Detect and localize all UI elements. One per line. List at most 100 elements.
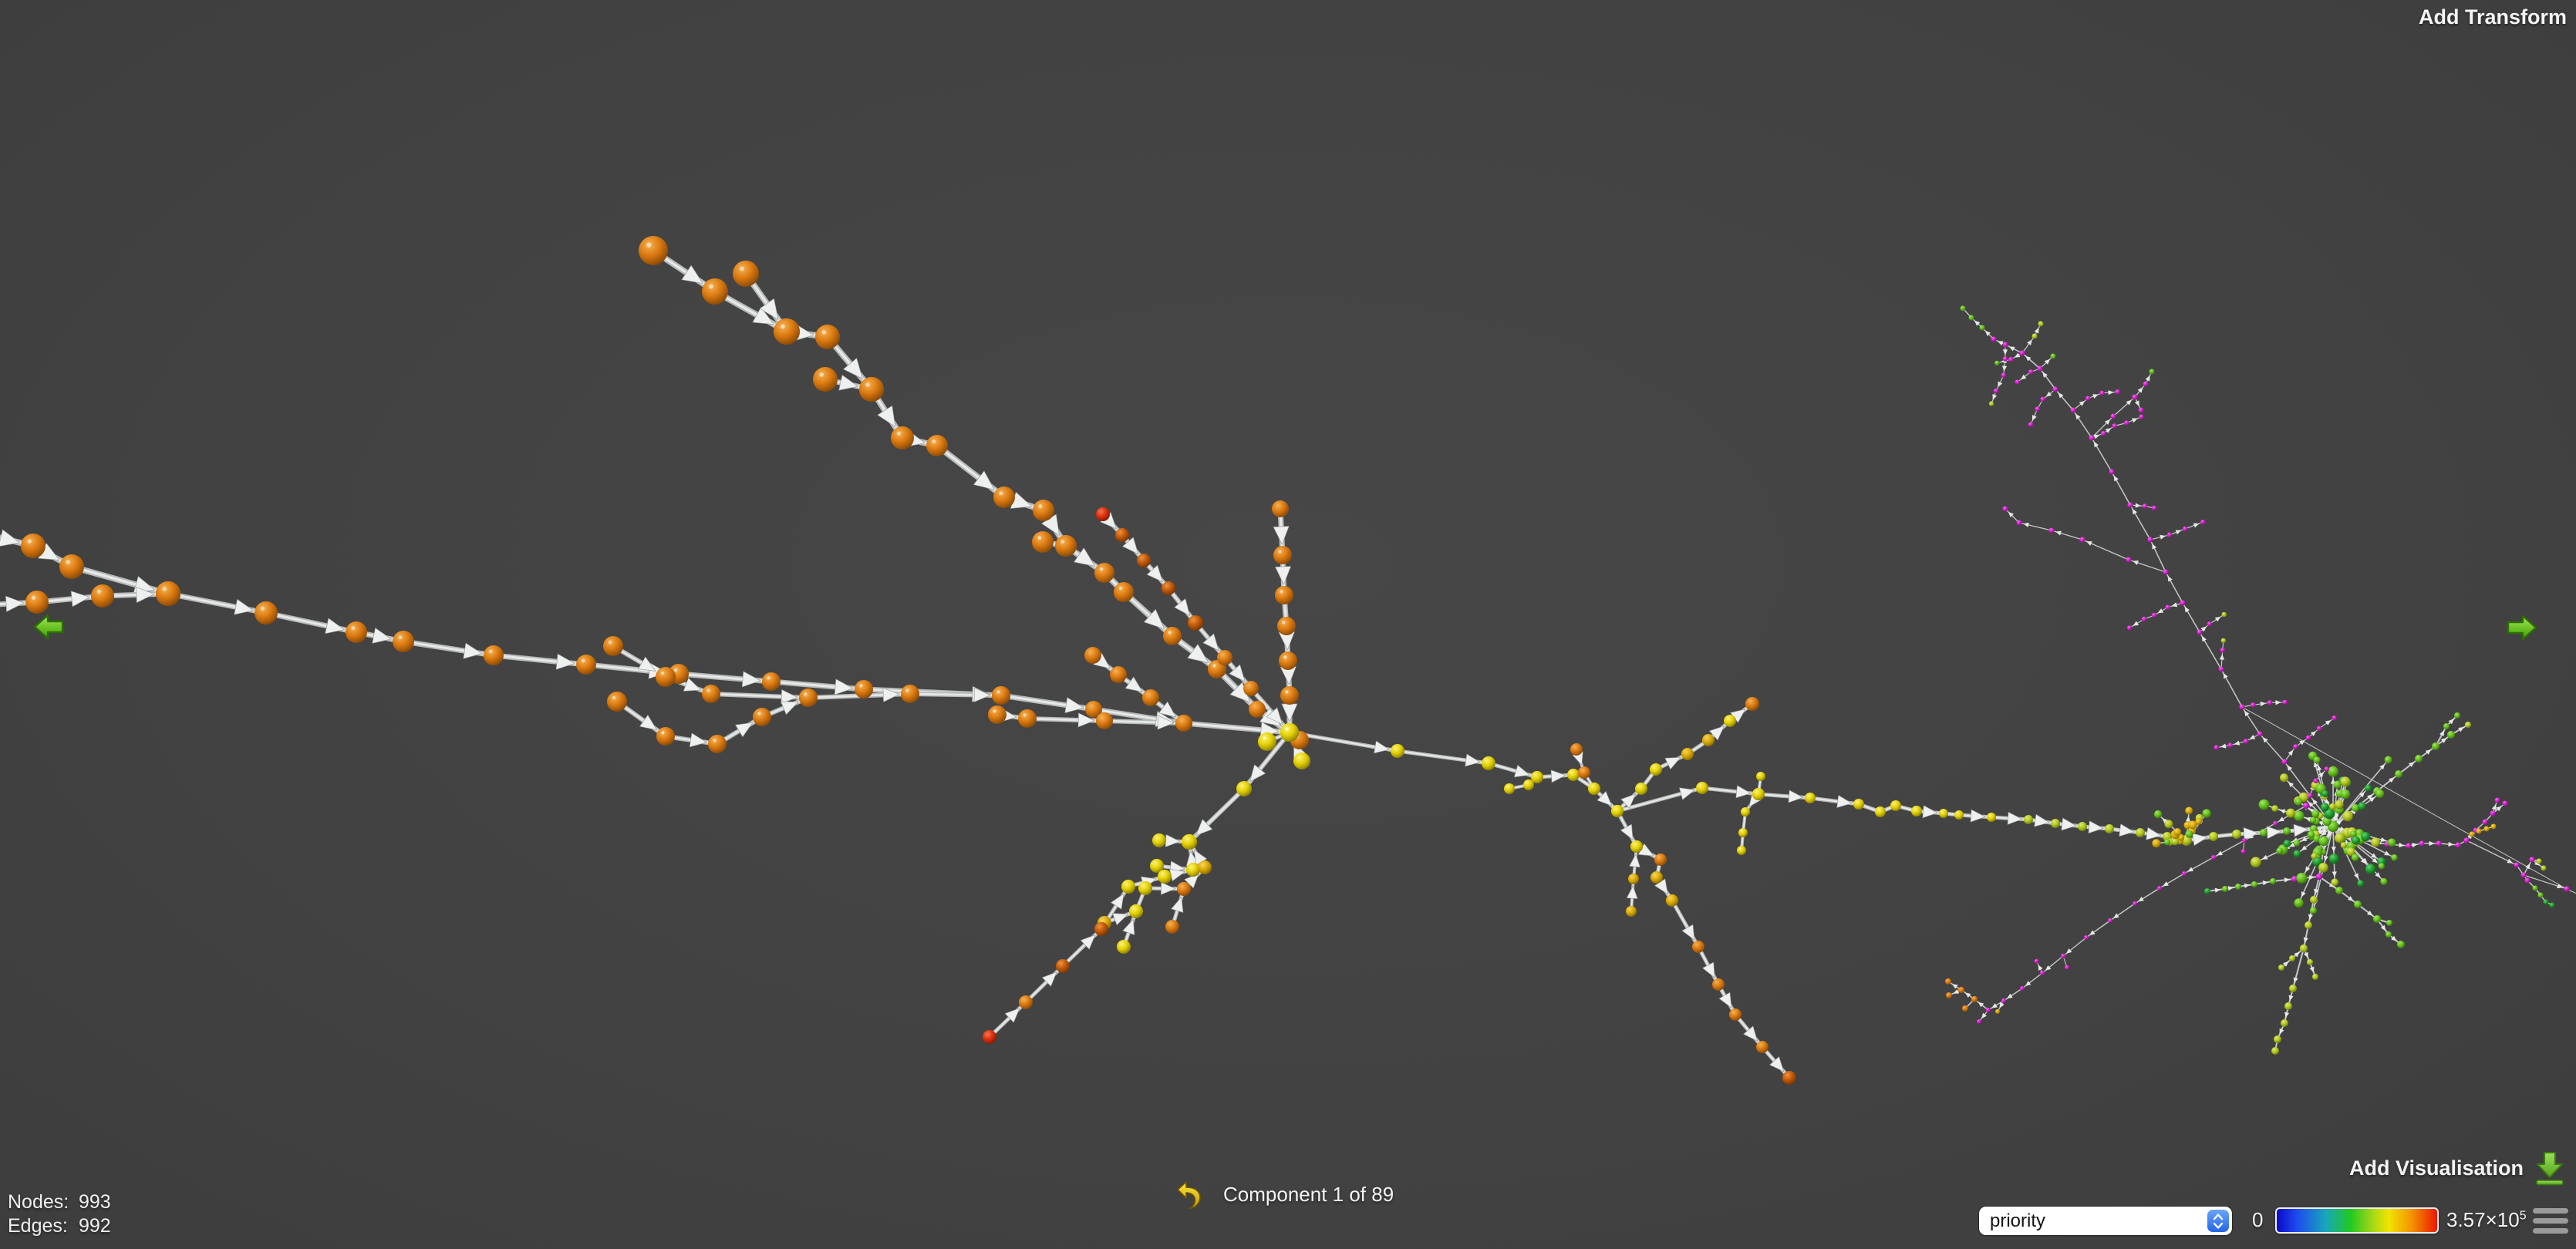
graph-node[interactable] [603, 636, 623, 656]
graph-node[interactable] [2274, 1035, 2281, 1043]
graph-node[interactable] [2085, 396, 2091, 401]
graph-node[interactable] [2283, 840, 2291, 847]
graph-node[interactable] [2307, 793, 2313, 799]
graph-node[interactable] [2541, 865, 2547, 871]
graph-node[interactable] [576, 655, 596, 675]
graph-node[interactable] [2387, 838, 2396, 847]
graph-node[interactable] [2001, 372, 2007, 378]
graph-node[interactable] [1986, 1008, 1991, 1012]
graph-node[interactable] [2132, 394, 2138, 400]
graph-node[interactable] [1991, 336, 1997, 342]
graph-node[interactable] [1977, 1019, 1981, 1024]
graph-node[interactable] [1182, 834, 1197, 850]
graph-node[interactable] [2218, 666, 2224, 672]
graph-node[interactable] [2385, 931, 2392, 938]
graph-node[interactable] [702, 278, 728, 305]
graph-node[interactable] [2031, 333, 2038, 339]
graph-node[interactable] [346, 621, 367, 643]
graph-node[interactable] [2002, 342, 2008, 348]
graph-node[interactable] [1138, 881, 1152, 895]
graph-node[interactable] [2002, 356, 2008, 362]
graph-node[interactable] [2136, 828, 2145, 837]
graph-node[interactable] [2357, 880, 2365, 887]
graph-node[interactable] [2520, 872, 2527, 878]
graph-node[interactable] [2243, 739, 2249, 744]
graph-node[interactable] [2352, 804, 2359, 812]
graph-node[interactable] [2490, 823, 2497, 830]
graph-node[interactable] [1729, 1008, 1741, 1021]
graph-node[interactable] [2040, 396, 2045, 402]
graph-node[interactable] [2271, 1047, 2279, 1055]
graph-node[interactable] [2318, 836, 2329, 847]
graph-node[interactable] [2267, 700, 2273, 705]
graph-node[interactable] [2311, 853, 2318, 860]
graph-node[interactable] [1626, 906, 1637, 917]
graph-node[interactable] [1650, 763, 1662, 776]
graph-node[interactable] [1165, 920, 1179, 934]
graph-node[interactable] [2171, 837, 2180, 846]
graph-node[interactable] [2220, 648, 2225, 653]
graph-node[interactable] [859, 377, 884, 402]
graph-node[interactable] [2141, 616, 2147, 622]
graph-node[interactable] [2278, 965, 2284, 971]
graph-node[interactable] [1954, 810, 1964, 820]
graph-node[interactable] [2037, 365, 2043, 372]
graph-node[interactable] [1137, 554, 1151, 567]
graph-node[interactable] [1724, 715, 1736, 727]
graph-node[interactable] [1911, 806, 1922, 816]
graph-node[interactable] [1628, 874, 1639, 884]
graph-node[interactable] [1523, 779, 1534, 790]
graph-node[interactable] [2227, 742, 2233, 748]
graph-node[interactable] [2065, 965, 2070, 970]
graph-node[interactable] [2391, 854, 2398, 861]
graph-node[interactable] [1696, 782, 1708, 794]
graph-node[interactable] [25, 591, 49, 614]
graph-node[interactable] [2365, 864, 2376, 874]
graph-node[interactable] [2300, 944, 2308, 952]
graph-node[interactable] [1280, 686, 1299, 705]
graph-node[interactable] [1482, 756, 1495, 770]
graph-node[interactable] [988, 705, 1006, 724]
graph-node[interactable] [2415, 755, 2423, 763]
graph-node[interactable] [2342, 810, 2353, 822]
graph-node[interactable] [1712, 978, 1725, 991]
graph-node[interactable] [1504, 783, 1515, 794]
graph-node[interactable] [1987, 813, 1996, 822]
previous-component-arrow-icon[interactable] [32, 613, 65, 641]
graph-node[interactable] [1249, 701, 1266, 718]
graph-node[interactable] [2307, 830, 2315, 839]
graph-node[interactable] [1958, 987, 1964, 993]
graph-node[interactable] [2241, 849, 2246, 854]
graph-node[interactable] [2142, 503, 2148, 509]
graph-node[interactable] [1033, 500, 1054, 521]
graph-node[interactable] [2397, 941, 2405, 948]
graph-node[interactable] [2476, 828, 2482, 834]
graph-node[interactable] [2151, 612, 2157, 618]
graph-node[interactable] [1217, 650, 1232, 665]
graph-node[interactable] [2524, 877, 2530, 884]
graph-node[interactable] [1142, 689, 1159, 706]
graph-node[interactable] [1117, 940, 1131, 954]
graph-node[interactable] [1114, 582, 1134, 602]
graph-node[interactable] [2482, 819, 2488, 825]
attribute-select[interactable]: priority [1979, 1207, 2232, 1235]
graph-node[interactable] [2384, 756, 2392, 764]
graph-node[interactable] [2329, 803, 2336, 810]
graph-node[interactable] [1979, 325, 1985, 331]
graph-node[interactable] [2514, 862, 2520, 868]
graph-node[interactable] [1890, 800, 1901, 811]
graph-node[interactable] [2133, 901, 2137, 906]
graph-node[interactable] [2358, 802, 2366, 811]
graph-node[interactable] [1567, 769, 1580, 781]
graph-node[interactable] [1570, 743, 1583, 756]
graph-node[interactable] [983, 1030, 996, 1044]
graph-node[interactable] [2305, 921, 2312, 929]
graph-node[interactable] [2112, 423, 2117, 429]
graph-node[interactable] [1277, 617, 1296, 635]
graph-node[interactable] [1056, 959, 1070, 973]
graph-node[interactable] [1188, 615, 1203, 631]
graph-node[interactable] [2280, 773, 2289, 783]
graph-node[interactable] [753, 708, 771, 726]
graph-node[interactable] [2020, 986, 2025, 991]
graph-node[interactable] [2108, 918, 2112, 923]
